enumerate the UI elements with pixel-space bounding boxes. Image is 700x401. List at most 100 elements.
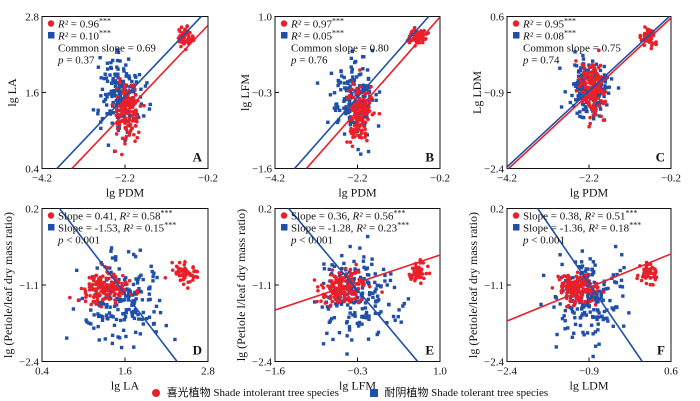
data-point-blue bbox=[539, 302, 543, 307]
data-point-blue bbox=[348, 311, 352, 315]
data-point-blue bbox=[142, 114, 146, 118]
data-point-red bbox=[354, 91, 359, 96]
fit-line-blue bbox=[293, 16, 430, 169]
data-point-blue bbox=[96, 314, 101, 319]
data-point-blue bbox=[363, 306, 368, 310]
data-point-blue bbox=[554, 345, 558, 349]
x-axis-label: lg LFM bbox=[339, 379, 376, 393]
data-point-blue bbox=[132, 345, 136, 349]
data-point-red bbox=[116, 280, 121, 284]
data-point-blue bbox=[97, 338, 101, 342]
data-point-red bbox=[597, 90, 601, 94]
data-point-blue bbox=[121, 298, 126, 302]
data-point-red bbox=[635, 273, 640, 278]
data-point-red bbox=[561, 282, 565, 287]
data-point-red bbox=[588, 291, 593, 295]
annotation-text: R² = 0.95*** bbox=[522, 16, 576, 31]
data-point-red bbox=[334, 277, 338, 282]
data-point-red bbox=[123, 82, 128, 87]
x-tick-label: −2.2 bbox=[348, 173, 368, 185]
data-point-blue bbox=[98, 301, 102, 306]
data-point-red bbox=[125, 282, 129, 287]
data-point-red bbox=[575, 277, 580, 282]
data-point-red bbox=[363, 127, 367, 132]
data-point-blue bbox=[154, 330, 158, 334]
data-point-red bbox=[328, 303, 333, 307]
data-point-blue bbox=[343, 110, 347, 115]
data-point-blue bbox=[581, 84, 585, 88]
data-point-red bbox=[326, 284, 330, 288]
data-point-red bbox=[350, 106, 354, 111]
data-point-red bbox=[82, 287, 87, 291]
data-point-red bbox=[114, 86, 119, 91]
data-point-red bbox=[577, 84, 582, 89]
data-point-blue bbox=[103, 337, 108, 341]
data-point-blue bbox=[124, 334, 128, 339]
data-point-red bbox=[410, 266, 415, 271]
data-point-blue bbox=[360, 307, 365, 311]
data-point-blue bbox=[588, 310, 592, 314]
data-point-blue bbox=[124, 310, 128, 315]
annotation-text: Common slope = 0.75 bbox=[523, 43, 621, 55]
data-point-blue bbox=[141, 310, 145, 315]
data-point-blue bbox=[581, 107, 586, 112]
fit-line-blue bbox=[287, 208, 419, 362]
data-point-blue bbox=[600, 290, 604, 294]
data-point-red bbox=[642, 271, 646, 276]
data-point-blue bbox=[335, 120, 340, 125]
data-point-red bbox=[592, 104, 597, 109]
x-axis-label: lg PDM bbox=[338, 186, 377, 200]
data-point-blue bbox=[357, 320, 362, 325]
data-point-blue bbox=[152, 322, 156, 326]
data-point-red bbox=[595, 71, 599, 76]
data-point-blue bbox=[370, 48, 375, 53]
data-point-blue bbox=[116, 76, 120, 80]
panel-b: −4.2 −2.2 −0.2 −1.6 −0.3 1.0 lg PDM lg LFM B R² =… bbox=[238, 12, 450, 200]
y-axis-label: lg (Petiole/leaf dry mass ratio) bbox=[466, 212, 480, 358]
data-point-red bbox=[363, 131, 368, 136]
data-point-blue bbox=[362, 55, 366, 59]
data-point-blue bbox=[352, 277, 356, 281]
data-point-red bbox=[186, 286, 190, 290]
x-axis-label: lg LDM bbox=[570, 379, 609, 393]
plot-area bbox=[275, 208, 440, 362]
data-point-blue bbox=[347, 325, 352, 329]
data-point-red bbox=[115, 122, 120, 126]
data-point-blue bbox=[584, 109, 588, 114]
data-point-blue bbox=[99, 94, 103, 98]
data-point-red bbox=[422, 276, 426, 281]
data-point-red bbox=[95, 294, 100, 299]
data-point-blue bbox=[355, 295, 360, 300]
plot-area bbox=[507, 208, 671, 362]
data-point-blue bbox=[358, 246, 362, 250]
data-point-blue bbox=[588, 257, 592, 261]
data-point-red bbox=[603, 90, 608, 94]
data-point-blue bbox=[575, 111, 579, 115]
data-point-blue bbox=[584, 68, 588, 72]
data-point-blue bbox=[109, 270, 113, 275]
data-point-blue bbox=[603, 84, 607, 88]
data-point-blue bbox=[374, 287, 378, 291]
x-tick-label: −4.2 bbox=[32, 173, 52, 185]
data-point-blue bbox=[114, 317, 119, 322]
data-point-blue bbox=[611, 324, 615, 329]
data-point-red bbox=[422, 29, 427, 33]
data-point-blue bbox=[578, 86, 583, 90]
data-point-blue bbox=[554, 296, 558, 300]
data-point-red bbox=[350, 87, 354, 92]
blue-square-icon bbox=[281, 224, 288, 231]
data-point-red bbox=[574, 88, 579, 93]
data-point-blue bbox=[571, 276, 575, 280]
data-point-red bbox=[586, 102, 591, 107]
data-point-red bbox=[342, 299, 347, 304]
data-point-blue bbox=[342, 81, 346, 85]
data-point-blue bbox=[108, 112, 113, 116]
data-point-blue bbox=[402, 301, 406, 306]
data-point-blue bbox=[111, 78, 115, 83]
data-point-blue bbox=[138, 248, 142, 252]
data-point-red bbox=[176, 266, 181, 271]
data-point-blue bbox=[95, 266, 99, 270]
data-point-red bbox=[359, 123, 363, 127]
data-point-blue bbox=[559, 105, 564, 109]
data-point-blue bbox=[346, 108, 350, 113]
